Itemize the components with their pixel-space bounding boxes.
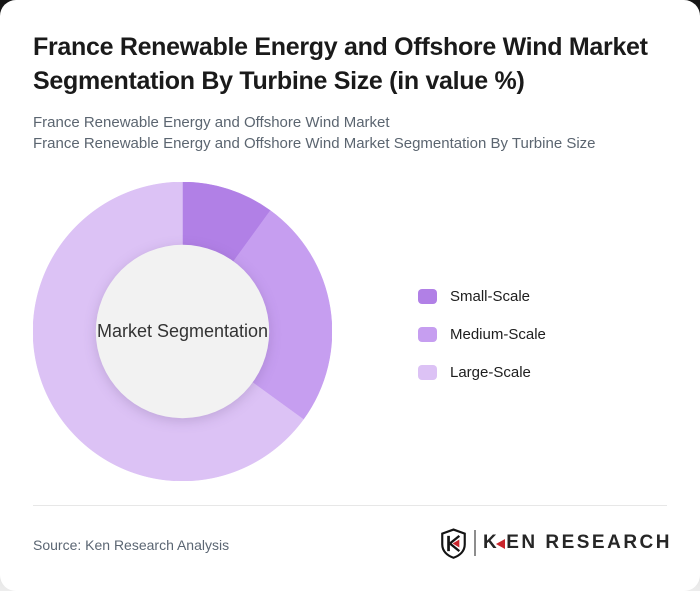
legend-label-small-scale: Small-Scale <box>450 287 531 305</box>
logo-wordmark: K EN RESEARCH <box>483 532 672 554</box>
source-text: Source: Ken Research Analysis <box>33 537 230 553</box>
legend-item-medium-scale[interactable]: Medium-Scale <box>418 325 546 343</box>
legend-swatch-medium-scale <box>418 326 437 342</box>
logo-wordmark-k: K <box>482 532 500 553</box>
legend-label-large-scale: Large-Scale <box>450 363 531 381</box>
logo-divider-bar <box>473 530 476 556</box>
legend-swatch-small-scale <box>418 288 437 304</box>
donut-hole <box>95 244 270 419</box>
footer-divider <box>33 505 667 506</box>
legend-item-large-scale[interactable]: Large-Scale <box>418 363 546 381</box>
logo-wordmark-rest: EN RESEARCH <box>506 532 672 553</box>
donut-svg[interactable] <box>33 182 332 481</box>
ken-research-shield-icon <box>441 527 466 559</box>
legend-swatch-large-scale <box>418 364 437 380</box>
chart-legend: Small-Scale Medium-Scale Large-Scale <box>418 287 546 381</box>
chart-subtitle-line2: France Renewable Energy and Offshore Win… <box>33 135 596 152</box>
page-title: France Renewable Energy and Offshore Win… <box>33 33 648 95</box>
chart-subtitle-line1: France Renewable Energy and Offshore Win… <box>33 114 390 131</box>
ken-research-logo: K EN RESEARCH <box>440 526 672 560</box>
legend-item-small-scale[interactable]: Small-Scale <box>418 287 546 305</box>
legend-label-medium-scale: Medium-Scale <box>450 325 546 343</box>
logo-red-triangle-icon <box>496 538 506 549</box>
donut-chart[interactable]: Market Segmentation <box>33 182 332 481</box>
